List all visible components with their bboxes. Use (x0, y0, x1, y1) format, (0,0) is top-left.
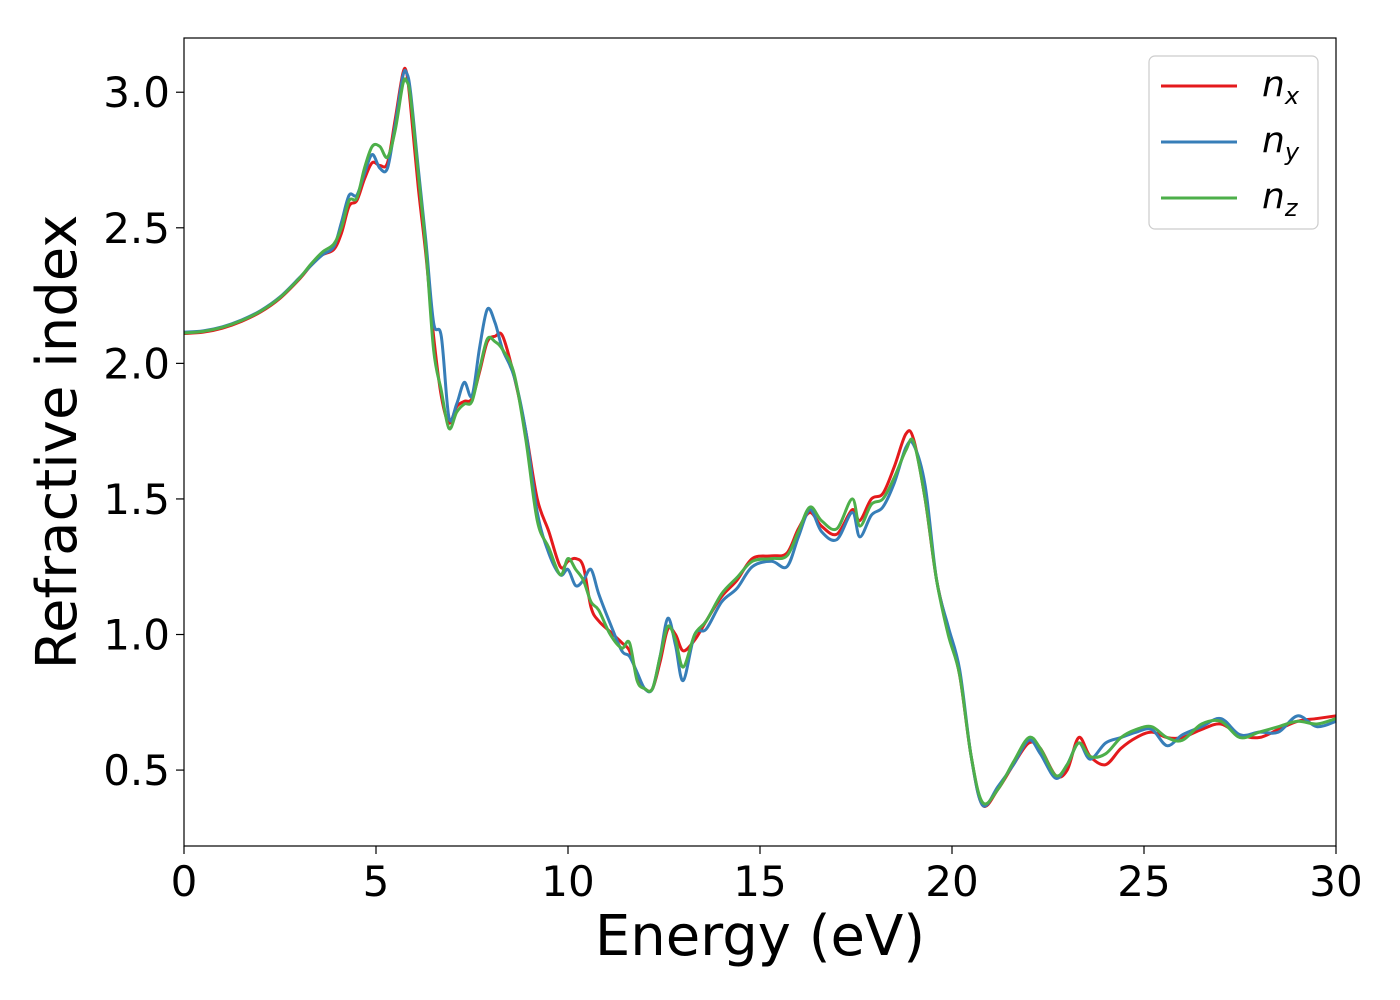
legend-label-subscript: x (1284, 82, 1300, 110)
legend-label-base: n (1262, 64, 1285, 105)
x-tick-label: 25 (1117, 857, 1170, 906)
x-tick-label: 15 (733, 857, 786, 906)
x-axis-title: Energy (eV) (595, 904, 925, 969)
x-tick-label: 5 (363, 857, 390, 906)
x-tick-label: 30 (1309, 857, 1362, 906)
legend-label-nx: nx (1262, 64, 1300, 110)
legend-label-subscript: y (1284, 138, 1300, 166)
y-tick-label: 1.0 (103, 611, 170, 660)
legend-label-nz: nz (1262, 176, 1299, 222)
x-tick-label: 10 (541, 857, 594, 906)
x-axis: 0 5 10 15 20 25 30 (171, 846, 1363, 906)
legend-label-base: n (1262, 176, 1285, 217)
legend-label-subscript: z (1284, 194, 1299, 222)
y-axis: 0.5 1.0 1.5 2.0 2.5 3.0 (103, 68, 184, 795)
y-tick-label: 2.0 (103, 339, 170, 388)
y-tick-label: 1.5 (103, 475, 170, 524)
y-tick-label: 3.0 (103, 68, 170, 117)
y-tick-label: 2.5 (103, 204, 170, 253)
legend-label-base: n (1262, 120, 1285, 161)
legend-label-ny: ny (1262, 120, 1300, 166)
x-tick-label: 0 (171, 857, 198, 906)
series-layer (184, 66, 1336, 808)
x-tick-label: 20 (925, 857, 978, 906)
series-line-nz (184, 77, 1336, 806)
y-axis-title: Refractive index (25, 215, 90, 670)
y-tick-label: 0.5 (103, 746, 170, 795)
